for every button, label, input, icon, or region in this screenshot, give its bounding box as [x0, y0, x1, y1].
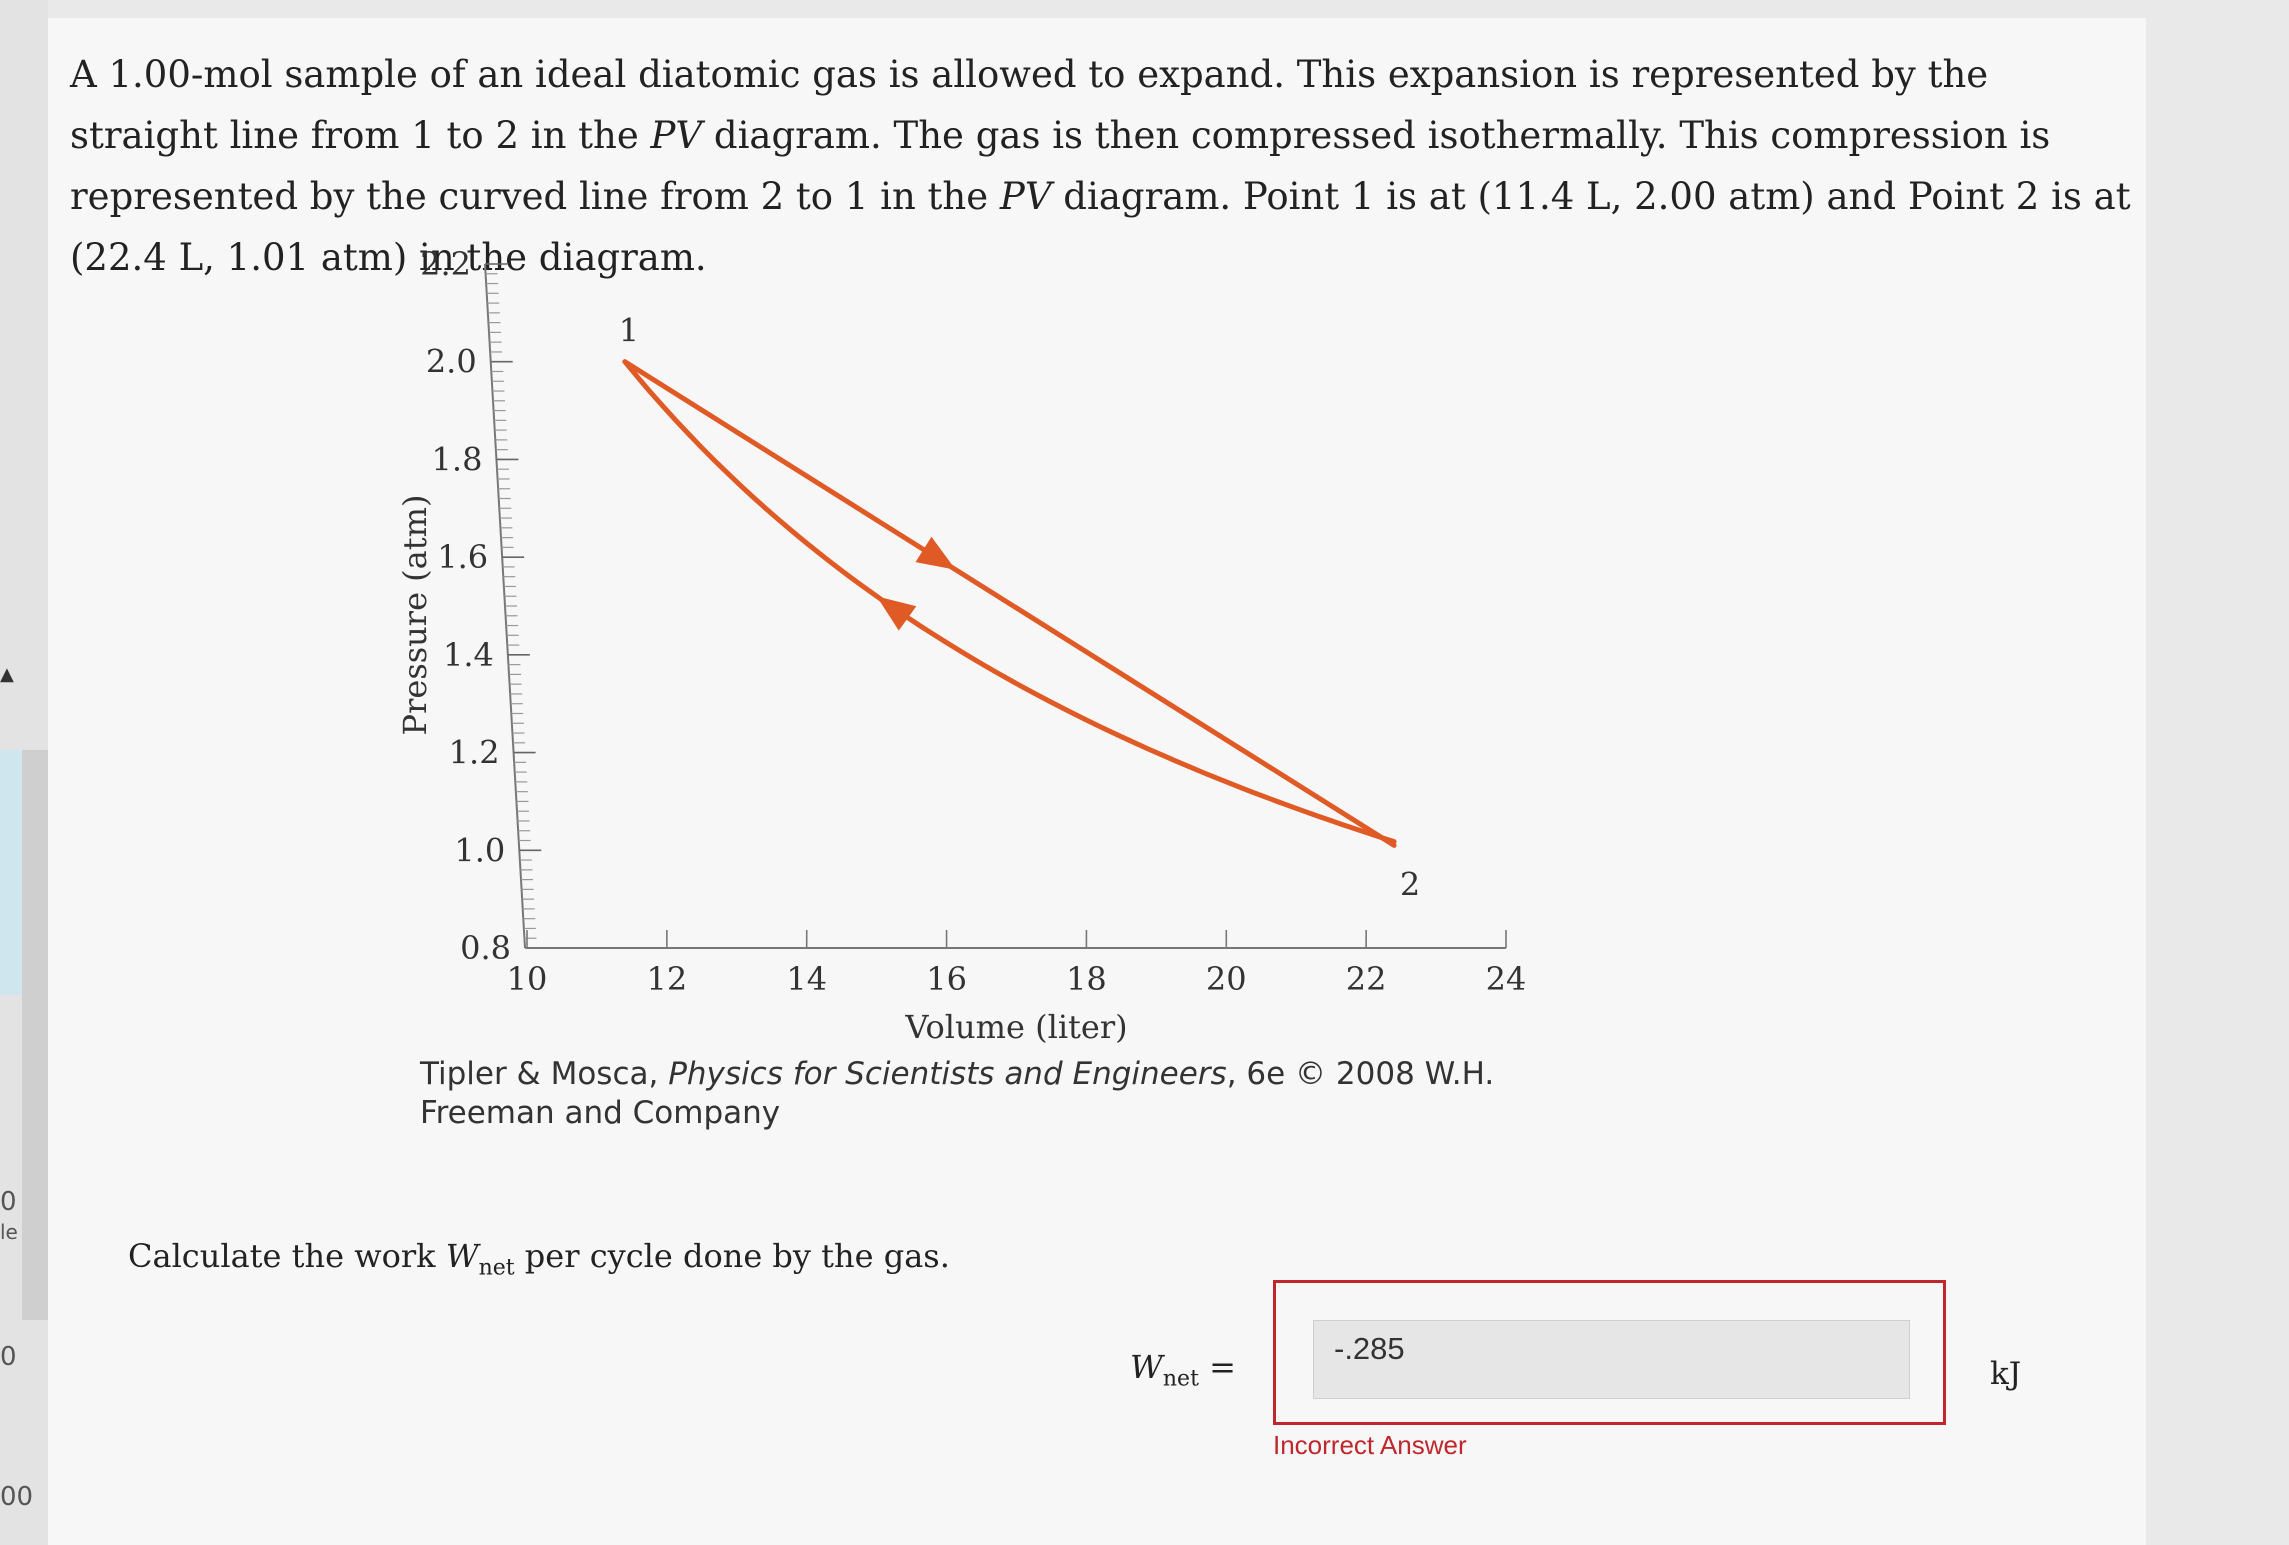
point-1-label: 1	[619, 312, 639, 350]
x-tick-label: 10	[507, 960, 548, 998]
credit-authors: Tipler & Mosca,	[420, 1056, 669, 1092]
wnet-label: Wnet =	[1130, 1348, 1236, 1391]
y-tick-label: 2.0	[426, 343, 477, 381]
y-tick-label: 1.4	[443, 636, 494, 674]
y-tick-label: 2.2	[420, 245, 471, 283]
pv-term-1: PV	[650, 114, 703, 157]
unit-label: kJ	[1990, 1356, 2022, 1392]
question-after: per cycle done by the gas.	[514, 1237, 950, 1275]
problem-text-part3: diagram. Point 1 is at (11.4 L, 2.00 atm…	[70, 175, 2131, 279]
expansion-line	[622, 359, 1397, 848]
rail-strip	[0, 750, 22, 995]
rail-text-4: 00	[0, 1482, 34, 1512]
credit-rest: , 6e © 2008 W.H. Freeman and Company	[420, 1056, 1495, 1131]
y-tick-label: 1.6	[437, 538, 488, 576]
x-tick-label: 24	[1486, 960, 1527, 998]
y-tick-label: 1.8	[432, 440, 483, 478]
x-tick-label: 18	[1066, 960, 1107, 998]
answer-box: -.285	[1273, 1280, 1946, 1425]
rail-caret-icon[interactable]: ▲	[0, 664, 14, 685]
question-panel: A 1.00-mol sample of an ideal diatomic g…	[48, 18, 2146, 1545]
question-sub: net	[478, 1255, 515, 1281]
question-w: W	[445, 1237, 479, 1275]
y-tick-label: 1.2	[449, 734, 500, 772]
question-before: Calculate the work	[128, 1237, 446, 1275]
rail-text-2: le	[0, 1220, 18, 1244]
question-prompt: Calculate the work Wnet per cycle done b…	[128, 1237, 950, 1280]
x-tick-label: 16	[926, 960, 967, 998]
rail-scrollbar[interactable]	[22, 750, 48, 1320]
rail-text-3: 0	[0, 1342, 17, 1372]
pv-term-2: PV	[999, 175, 1052, 218]
figure-credit: Tipler & Mosca, Physics for Scientists a…	[420, 1055, 1570, 1133]
x-axis-label: Volume (liter)	[904, 1008, 1127, 1046]
y-tick-label: 0.8	[460, 929, 511, 967]
compression-arrow	[876, 596, 917, 631]
y-tick-label: 1.0	[454, 831, 505, 869]
rail-text-1: 0	[0, 1187, 17, 1217]
wnet-equals: =	[1198, 1348, 1236, 1386]
problem-statement: A 1.00-mol sample of an ideal diatomic g…	[70, 44, 2140, 288]
wnet-sub: net	[1162, 1366, 1199, 1392]
feedback-message: Incorrect Answer	[1273, 1430, 1467, 1460]
y-axis-label: Pressure (atm)	[396, 495, 434, 736]
x-tick-label: 12	[646, 960, 687, 998]
expansion-arrow	[915, 536, 956, 570]
x-tick-label: 14	[786, 960, 827, 998]
problem-text-part1: A 1.00-mol sample of an ideal diatomic g…	[70, 53, 1989, 157]
answer-input[interactable]: -.285	[1313, 1320, 1910, 1399]
problem-text-part2: diagram. The gas is then compressed isot…	[70, 114, 2051, 218]
x-tick-label: 22	[1346, 960, 1387, 998]
point-2-label: 2	[1400, 865, 1420, 903]
compression-curve	[622, 359, 1397, 845]
x-tick-label: 20	[1206, 960, 1247, 998]
credit-book: Physics for Scientists and Engineers	[668, 1056, 1227, 1092]
wnet-w: W	[1130, 1348, 1163, 1386]
